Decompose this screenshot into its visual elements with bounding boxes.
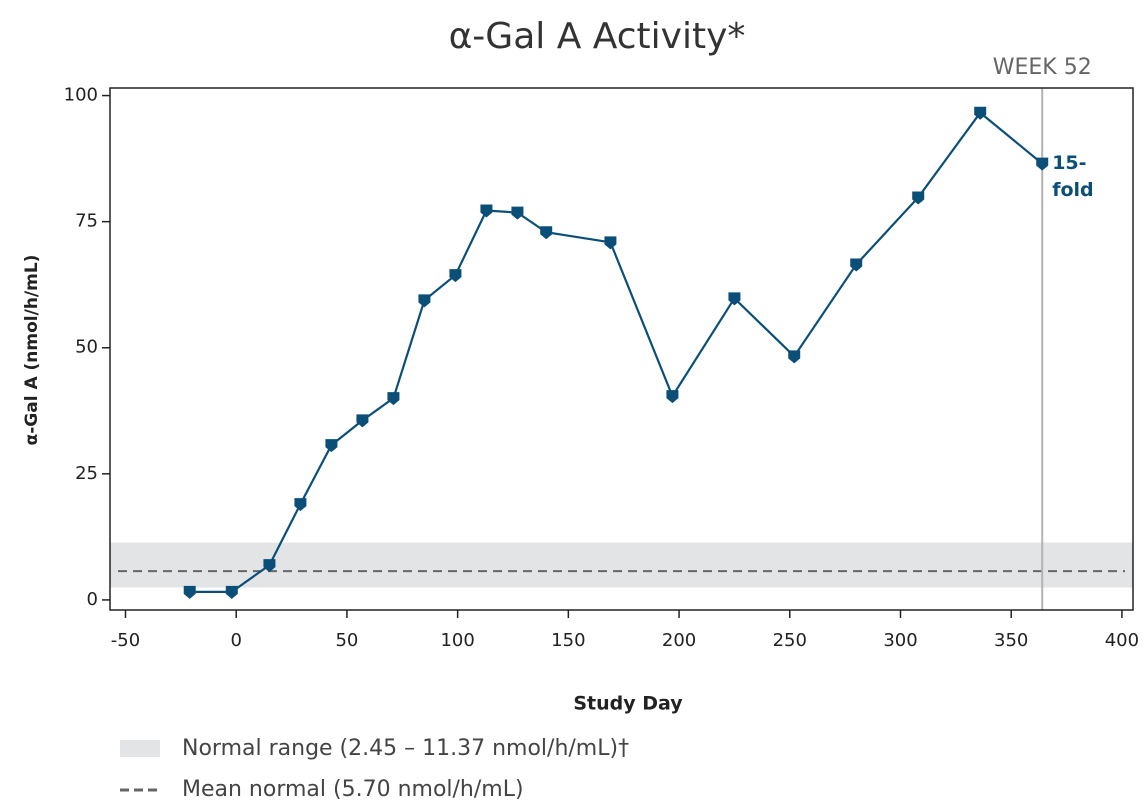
x-tick-label: 150	[551, 630, 585, 651]
data-point	[294, 498, 307, 512]
x-tick-label: 300	[883, 630, 917, 651]
annotation: fold	[1052, 179, 1093, 201]
x-axis-label: Study Day	[573, 693, 683, 715]
x-tick-label: 100	[440, 630, 474, 651]
x-tick-label: -50	[111, 630, 140, 651]
data-point	[850, 258, 863, 272]
normal-range-band	[110, 542, 1133, 588]
chart-title: α-Gal A Activity*	[449, 16, 746, 57]
x-tick-label: 0	[230, 630, 241, 651]
y-tick-label: 100	[64, 85, 98, 106]
data-point	[225, 585, 238, 599]
data-point	[728, 292, 741, 306]
legend-label: Normal range (2.45 – 11.37 nmol/h/mL)†	[182, 736, 629, 761]
data-point	[604, 236, 617, 250]
data-point	[912, 191, 925, 205]
x-tick-label: 200	[662, 630, 696, 651]
legend-label: Mean normal (5.70 nmol/h/mL)	[182, 777, 524, 802]
data-point	[480, 204, 493, 218]
data-point	[666, 390, 679, 404]
legend-swatch-band	[120, 740, 160, 757]
data-point	[1036, 157, 1049, 171]
data-point	[449, 269, 462, 283]
annotation: 15-	[1052, 152, 1086, 174]
plot-frame	[109, 87, 1134, 611]
data-point	[418, 294, 431, 308]
data-line	[189, 111, 1043, 593]
y-tick-label: 25	[75, 463, 98, 484]
x-tick-label: 250	[773, 630, 807, 651]
data-point	[511, 206, 524, 220]
y-tick-label: 50	[75, 337, 98, 358]
data-point	[325, 439, 338, 453]
x-tick-label: 400	[1105, 630, 1139, 651]
x-tick-label: 50	[335, 630, 358, 651]
data-point	[263, 559, 276, 573]
data-point	[183, 585, 196, 599]
x-tick-label: 350	[994, 630, 1028, 651]
data-point	[974, 106, 987, 120]
y-tick-label: 75	[75, 211, 98, 232]
week-label: WEEK 52	[993, 55, 1092, 80]
y-axis-label: α-Gal A (nmol/h/mL)	[22, 255, 42, 446]
data-point	[540, 226, 553, 240]
data-point	[387, 392, 400, 406]
data-point	[356, 414, 369, 428]
y-tick-label: 0	[87, 589, 98, 610]
data-point	[788, 350, 801, 364]
